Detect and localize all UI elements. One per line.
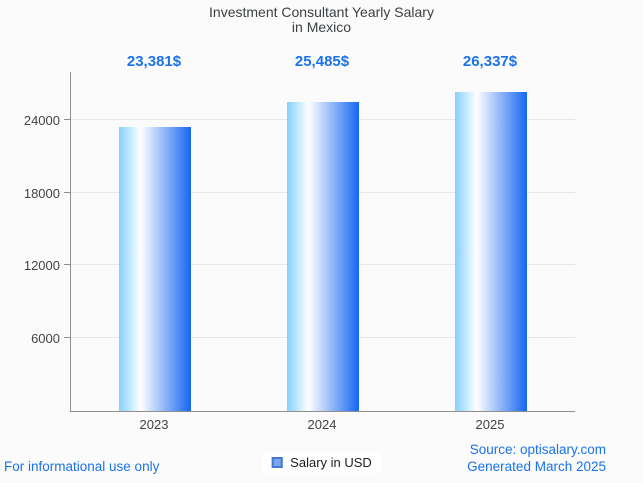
x-tick-label-2023: 2023: [139, 417, 169, 432]
source-text: Source: optisalary.com: [469, 442, 606, 457]
y-tick-label-12000: 12000: [23, 258, 60, 274]
y-tick-mark: [64, 337, 70, 339]
source-block: Source: optisalary.com Generated March 2…: [467, 441, 606, 475]
y-tick-label-6000: 6000: [31, 331, 60, 347]
y-tick-mark: [64, 264, 70, 266]
y-tick-mark: [64, 191, 70, 193]
y-tick-label-18000: 18000: [23, 185, 60, 201]
disclaimer-text: For informational use only: [4, 459, 160, 474]
generated-text: Generated March 2025: [467, 459, 606, 474]
legend-label: Salary in USD: [290, 455, 372, 470]
plot-area: [64, 72, 575, 412]
legend[interactable]: Salary in USD: [262, 452, 381, 473]
chart-title: Investment Consultant Yearly Salary in M…: [0, 5, 643, 35]
value-label-2024: 25,485$: [294, 53, 350, 70]
y-tick-label-24000: 24000: [23, 112, 60, 128]
x-tick-label-2024: 2024: [307, 417, 337, 432]
x-tick-label-2025: 2025: [475, 417, 505, 432]
y-axis: 6000 12000 18000 24000: [0, 72, 60, 411]
bar-2024[interactable]: [287, 101, 359, 411]
value-label-2025: 26,337$: [462, 53, 518, 70]
bar-2023[interactable]: [119, 127, 191, 411]
chart-title-line2: in Mexico: [291, 19, 352, 35]
bar-2025[interactable]: [455, 91, 527, 411]
value-label-2023: 23,381$: [126, 53, 182, 70]
chart-title-line1: Investment Consultant Yearly Salary: [209, 4, 434, 20]
legend-swatch-icon: [271, 457, 283, 468]
y-tick-mark: [64, 118, 70, 120]
